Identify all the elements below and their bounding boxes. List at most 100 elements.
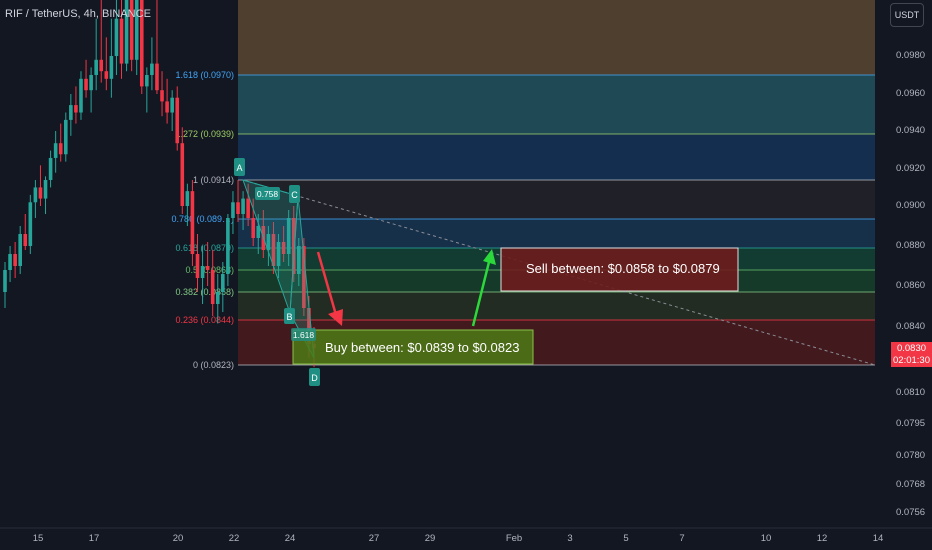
sell-zone-box[interactable] [500,247,739,292]
y-tick-label: 0.0900 [896,200,926,211]
candle [28,194,33,254]
svg-text:1.618: 1.618 [293,330,315,340]
y-tick-label: 0.0860 [896,280,926,291]
candle [134,0,139,75]
projection-dashed-line [242,179,876,366]
y-tick-label: 0.0795 [896,418,926,429]
candle [286,210,291,266]
candle [195,234,200,292]
fib-zone-top [238,0,875,75]
y-tick-label: 0.0980 [896,50,926,61]
candle [155,0,159,94]
current-price-tag: 0.0830 02:01:30 [891,342,932,367]
down-arrow-red [316,251,343,326]
candle [84,59,88,98]
candle [129,0,134,72]
fib-label-0786: 0.786 (0.089…) [171,214,234,224]
candle [175,86,180,151]
y-tick-label: 0.0960 [896,88,926,99]
x-tick-label: 17 [88,533,100,544]
candle [246,183,250,226]
candle [58,123,63,162]
candle [139,0,144,94]
current-price: 0.0830 [896,342,927,354]
candle [109,18,114,98]
x-tick-label: 24 [284,533,296,544]
y-tick-label: 0.0840 [896,321,926,332]
fib-label-0618: 0.618 (0.0879) [175,243,234,253]
y-tick-label: 0.0940 [896,125,926,136]
y-tick-label: 0.0780 [896,450,926,461]
x-tick-label: 29 [424,533,436,544]
candle [114,0,119,75]
svg-text:C: C [291,190,298,200]
candle [160,71,164,117]
candle [180,127,185,214]
fib-label-05: 0.5 (0.0868) [185,265,234,275]
candle [18,226,22,274]
candle [53,131,58,173]
fib-zone-1618-1272 [238,75,875,134]
ratio-label-1618: 1.618 [291,328,316,341]
candle [74,86,78,124]
y-tick-label: 0.0810 [896,387,926,398]
candle [63,112,68,162]
currency-button[interactable]: USDT [890,3,924,27]
candle [190,180,195,266]
x-tick-label: 7 [679,533,685,544]
fib-label-0382: 0.382 (0.0858) [175,287,234,297]
x-tick-label: 12 [816,533,828,544]
fib-label-0236: 0.236 (0.0844) [175,315,234,325]
fib-label-1618: 1.618 (0.0970) [175,70,234,80]
fib-label-1: 1 (0.0914) [193,175,234,185]
candle [291,206,296,282]
candle [13,242,17,278]
candle [43,176,48,214]
candle [205,242,210,286]
point-label-b: B [284,308,295,324]
candle [281,226,286,262]
y-tick-label: 0.0880 [896,240,926,251]
up-arrow-green [471,249,496,327]
buy-zone-box[interactable] [292,329,534,365]
candle [210,250,215,316]
candle [200,246,205,304]
x-tick-label: 3 [567,533,573,544]
x-tick-label: Feb [505,533,523,544]
candle [226,214,230,286]
fib-zone-1-0786 [238,180,875,219]
candle [251,198,256,246]
candle [89,67,93,113]
candle [124,0,129,72]
candle [266,226,271,266]
candle [241,191,245,230]
candle [145,67,149,113]
candle [221,262,225,312]
fib-zone-1272-1 [238,134,875,180]
candle [215,274,220,324]
candle [48,150,53,188]
candle [99,0,104,83]
fib-label-1272: 1.272 (0.0939) [175,129,234,139]
x-tick-label: 15 [32,533,44,544]
x-tick-label: 14 [872,533,884,544]
ratio-label-0758: 0.758 [255,187,280,200]
y-tick-label: 0.0920 [896,163,926,174]
svg-text:A: A [236,163,242,173]
x-tick-label: 10 [760,533,772,544]
bar-countdown: 02:01:30 [893,354,930,366]
x-tick-label: 22 [228,533,240,544]
candle [170,90,174,131]
candle [236,180,240,222]
candle [150,37,154,91]
candle [79,71,83,120]
candle [38,165,43,206]
x-tick-label: 5 [623,533,629,544]
x-tick-label: 20 [172,533,184,544]
candle [165,78,169,124]
fib-zone-0786-0618 [238,219,875,248]
point-label-d: D [309,368,320,386]
buy-zone-label: Buy between: $0.0839 to $0.0823 [325,340,519,355]
point-label-c: C [289,185,300,203]
